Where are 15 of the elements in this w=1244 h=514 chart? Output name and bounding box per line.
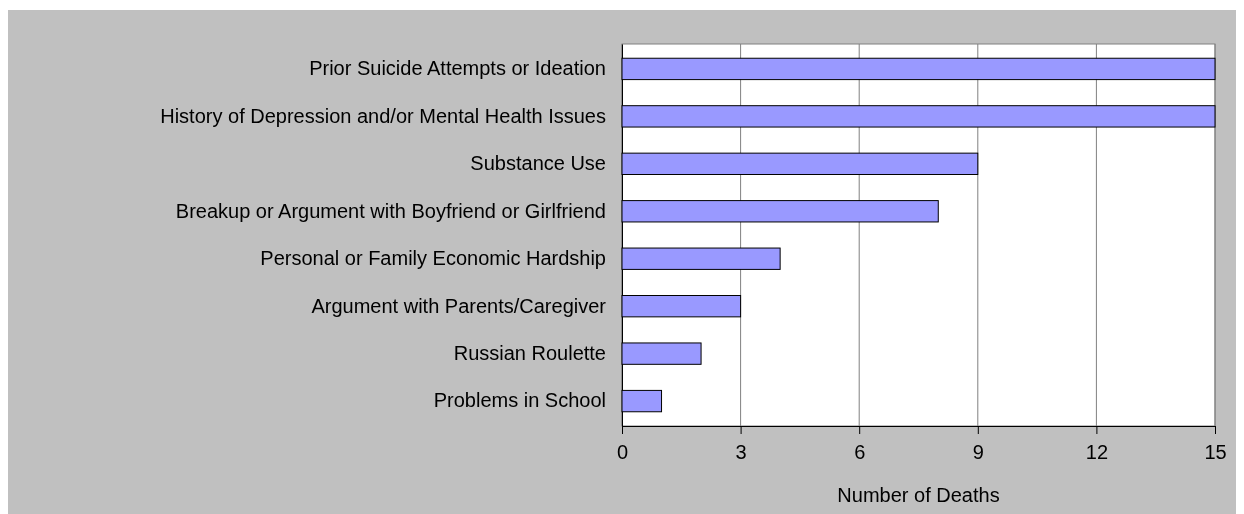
y-tick-label: Prior Suicide Attempts or Ideation	[309, 57, 606, 80]
x-tick-label: 9	[972, 441, 984, 463]
x-axis-title: Number of Deaths	[837, 484, 1000, 506]
y-tick-label: Personal or Family Economic Hardship	[260, 247, 606, 270]
x-tick-label: 12	[1085, 441, 1109, 463]
y-tick-label: Russian Roulette	[453, 342, 606, 365]
y-tick-label: Breakup or Argument with Boyfriend or Girlfriend	[175, 199, 606, 222]
y-tick-label: Problems in School	[433, 389, 606, 412]
y-tick-label: History of Depression and/or Mental Health Issues	[160, 104, 606, 127]
y-tick-label: Argument with Parents/Caregiver	[311, 294, 607, 317]
x-tick-label: 3	[735, 441, 747, 463]
x-tick-label: 6	[854, 441, 866, 463]
x-tick-label: 0	[616, 441, 629, 463]
x-tick-label: 15	[1204, 441, 1227, 463]
y-tick-label: Substance Use	[470, 152, 606, 175]
